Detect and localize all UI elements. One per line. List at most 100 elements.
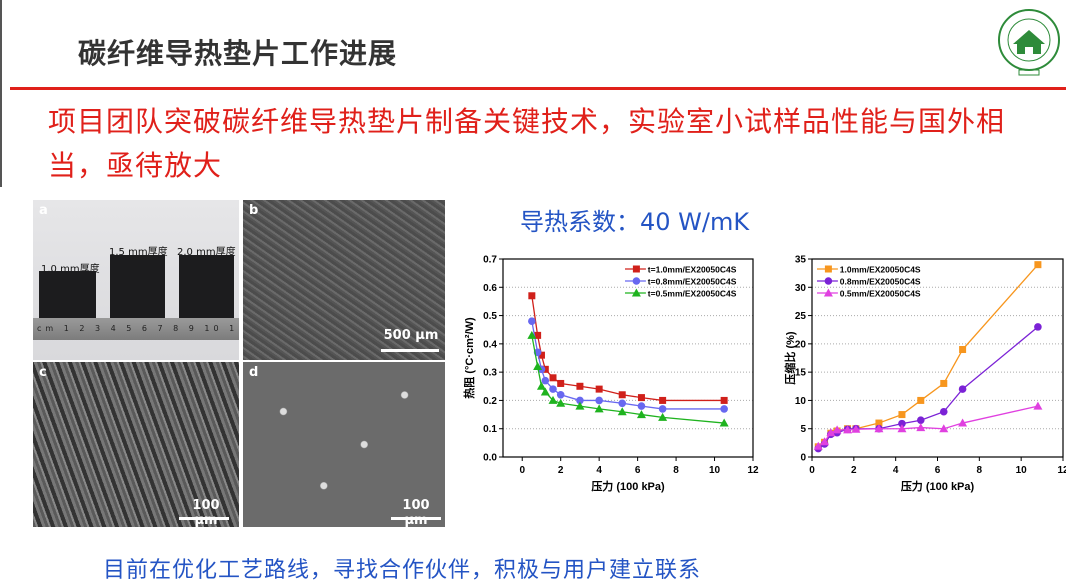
panel-label: c (39, 365, 47, 380)
x-tick-label: 6 (935, 465, 941, 476)
x-tick-label: 2 (851, 465, 857, 476)
data-point (826, 428, 836, 437)
x-tick-label: 12 (747, 465, 759, 476)
photo-samples: a 1.0 mm厚度 1.5 mm厚度 2.0 mm厚度 cm 1 2 3 4 … (33, 200, 239, 360)
x-tick-label: 0 (809, 465, 815, 476)
data-point (528, 317, 536, 326)
data-point (576, 396, 584, 405)
scale-label: 500 μm (383, 328, 439, 343)
data-point (557, 379, 565, 387)
data-point (851, 424, 861, 433)
data-point (595, 385, 603, 393)
legend-label: 1.0mm/EX20050C4S (840, 265, 921, 275)
x-tick-label: 0 (519, 465, 525, 476)
y-tick-label: 0.7 (483, 255, 497, 266)
series-line (817, 405, 1039, 447)
footer-note: 目前在优化工艺路线，寻找合作伙伴，积极与用户建立联系 (103, 558, 702, 583)
plot-frame (811, 258, 1064, 458)
plot-frame (502, 258, 754, 458)
data-point (898, 419, 906, 428)
data-point (541, 365, 549, 373)
data-point (1034, 323, 1042, 331)
sem-image-c: c 100 μm (33, 362, 239, 527)
data-point (916, 423, 926, 432)
scale-bar (391, 517, 441, 520)
data-point (813, 441, 823, 450)
data-point (541, 376, 550, 385)
data-point (618, 391, 626, 399)
y-tick-label: 10 (795, 396, 807, 407)
slide-edge (0, 0, 2, 187)
data-point (959, 346, 967, 354)
y-tick-label: 20 (795, 339, 807, 350)
data-point (958, 385, 967, 393)
x-tick-label: 4 (893, 465, 899, 476)
data-point (658, 405, 667, 413)
scale-label: 100 μm (402, 498, 430, 527)
data-point (658, 412, 668, 421)
panel-label: b (249, 203, 259, 218)
data-point (720, 405, 728, 413)
ruler: cm 1 2 3 4 5 6 7 8 9 10 11 12 13 14 (33, 318, 239, 340)
sem-image-d: d 100 μm (243, 362, 445, 527)
data-point (874, 424, 884, 433)
data-point (898, 411, 906, 419)
scale-label: 100 μm (192, 498, 220, 527)
data-point (540, 387, 550, 396)
x-tick-label: 10 (709, 465, 721, 476)
data-point (897, 424, 907, 433)
data-point (549, 385, 557, 393)
data-point (533, 361, 543, 370)
university-logo (998, 9, 1060, 76)
y-tick-label: 0.5 (483, 311, 497, 322)
y-tick-label: 0.2 (483, 396, 497, 407)
data-point (832, 425, 842, 434)
data-point (719, 418, 729, 427)
x-tick-label: 6 (635, 465, 641, 476)
legend-marker (632, 265, 640, 273)
slide-title: 碳纤维导热垫片工作进展 (78, 37, 398, 70)
sample-label: 1.5 mm厚度 (109, 247, 168, 258)
x-tick-label: 8 (977, 465, 983, 476)
legend-marker (824, 265, 832, 273)
data-point (636, 410, 646, 419)
data-point (528, 292, 536, 300)
x-tick-label: 2 (558, 465, 564, 476)
y-tick-label: 15 (795, 368, 807, 379)
data-point (549, 374, 557, 382)
scale-bar (381, 349, 439, 352)
data-point (617, 407, 627, 416)
legend-label: t=0.5mm/EX20050C4S (648, 289, 737, 299)
y-tick-label: 0.1 (483, 424, 497, 435)
data-point (575, 401, 585, 410)
x-axis-label: 压力 (100 kPa) (901, 479, 975, 493)
y-tick-label: 0 (800, 453, 806, 464)
y-tick-label: 0.6 (483, 283, 497, 294)
y-tick-label: 25 (795, 311, 807, 322)
data-point (1033, 401, 1043, 410)
x-tick-label: 8 (673, 465, 679, 476)
title-divider (10, 87, 1066, 90)
data-point (916, 416, 925, 425)
data-point (576, 382, 584, 390)
legend-label: 0.5mm/EX20050C4S (840, 289, 921, 299)
data-point (659, 396, 667, 404)
panel-label: d (249, 365, 259, 380)
data-point (537, 351, 545, 359)
legend-label: t=0.8mm/EX20050C4S (648, 277, 737, 287)
data-point (536, 381, 546, 390)
data-point (939, 407, 948, 416)
data-point (595, 396, 603, 405)
data-point (720, 396, 728, 404)
y-tick-label: 0.3 (483, 368, 497, 379)
legend-marker (823, 288, 833, 297)
x-tick-label: 10 (1016, 465, 1028, 476)
data-point (618, 399, 627, 408)
data-point (556, 390, 565, 399)
data-point (917, 396, 925, 404)
sem-image-b: b 500 μm (243, 200, 445, 360)
y-tick-label: 5 (800, 424, 806, 435)
y-tick-label: 30 (795, 283, 807, 294)
